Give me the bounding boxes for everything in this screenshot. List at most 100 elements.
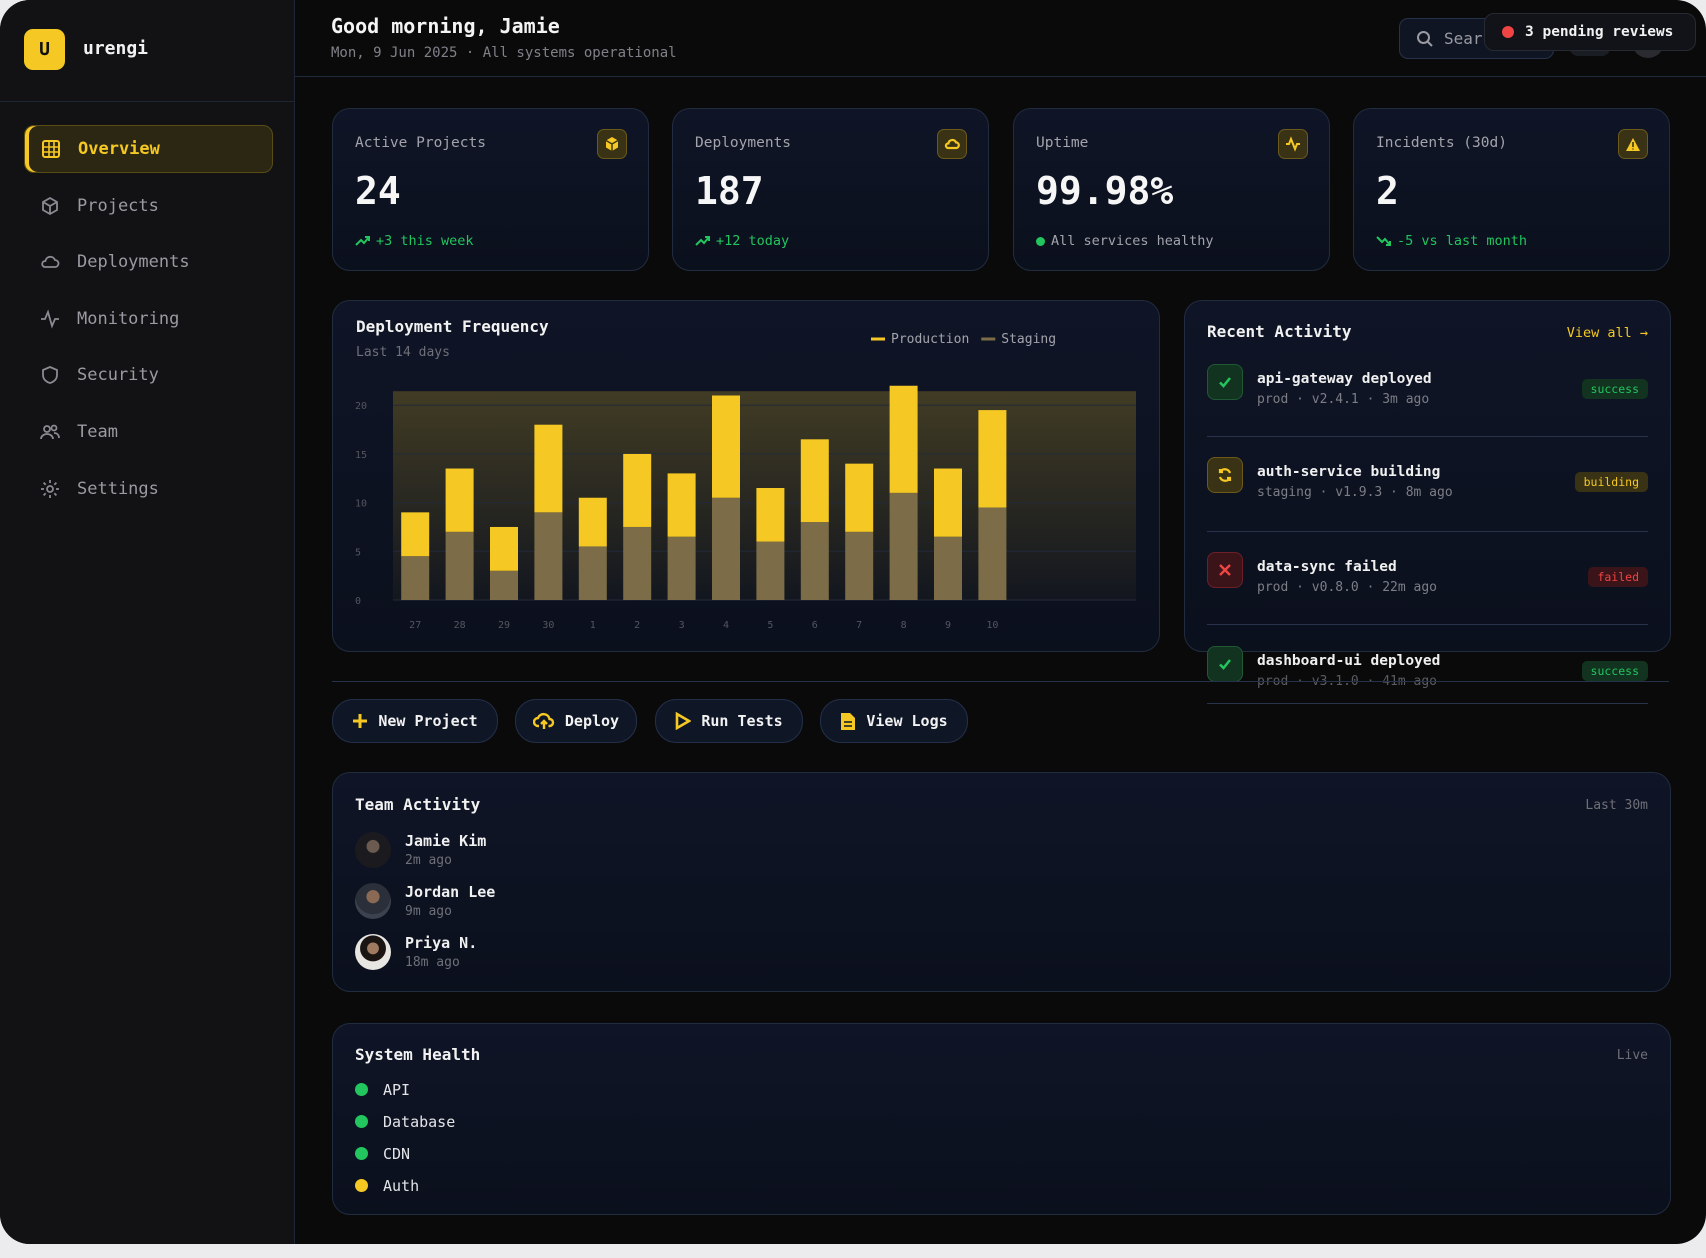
nav-label: Team xyxy=(77,422,118,442)
bar xyxy=(667,536,696,600)
status-dot xyxy=(355,1115,368,1128)
button-label: Run Tests xyxy=(701,712,783,730)
x-tick-label: 1 xyxy=(590,620,596,631)
stat-icon xyxy=(1618,129,1648,159)
stat-icon xyxy=(1278,129,1308,159)
bar xyxy=(845,463,874,532)
stat-card: Incidents (30d) 2 -5 vs last month xyxy=(1353,108,1670,271)
x-tick-label: 29 xyxy=(498,620,510,631)
bar xyxy=(978,410,1007,508)
service-name: API xyxy=(383,1081,411,1099)
member-time: 2m ago xyxy=(405,853,452,868)
stat-value: 187 xyxy=(695,169,764,213)
bar xyxy=(667,473,696,537)
notification-text: 3 pending reviews xyxy=(1525,24,1674,40)
bar xyxy=(756,488,785,542)
button-label: View Logs xyxy=(866,712,948,730)
status-icon xyxy=(1207,457,1243,493)
y-tick-label: 20 xyxy=(355,401,367,412)
nav-item[interactable]: Projects xyxy=(24,183,271,229)
bar xyxy=(800,439,829,523)
divider xyxy=(0,101,294,102)
action-button[interactable]: Deploy xyxy=(515,699,637,743)
chart-subtitle: Last 14 days xyxy=(356,345,450,360)
bar xyxy=(889,492,918,600)
x-tick-label: 27 xyxy=(409,620,421,631)
member-name: Jamie Kim xyxy=(405,832,487,850)
x-tick-label: 4 xyxy=(723,620,729,631)
avatar xyxy=(355,934,391,970)
divider xyxy=(1207,624,1648,625)
member-time: 9m ago xyxy=(405,904,452,919)
member-time: 18m ago xyxy=(405,955,460,970)
nav-item[interactable]: Settings xyxy=(24,466,271,512)
view-all-link[interactable]: View all → xyxy=(1566,325,1648,341)
stat-delta: +12 today xyxy=(695,233,789,249)
x-tick-label: 2 xyxy=(634,620,640,631)
bar xyxy=(490,526,518,571)
activity-meta: prod · v2.4.1 · 3m ago xyxy=(1257,392,1430,407)
bar xyxy=(756,541,785,600)
bar xyxy=(712,497,740,600)
card-title: Recent Activity xyxy=(1207,322,1352,341)
status-icon xyxy=(1207,552,1243,588)
greeting: Good morning, Jamie xyxy=(331,14,560,38)
bar xyxy=(712,395,740,498)
bar xyxy=(845,531,874,600)
y-tick-label: 0 xyxy=(355,596,361,607)
team-card: Team Activity Last 30m Jamie Kim 2m ago … xyxy=(332,772,1671,992)
stat-delta-text: +3 this week xyxy=(376,233,474,249)
stat-card: Active Projects 24 +3 this week xyxy=(332,108,649,271)
bar xyxy=(889,385,918,493)
nav-item[interactable]: Overview xyxy=(24,125,273,173)
stat-card: Uptime 99.98% All services healthy xyxy=(1013,108,1330,271)
nav-item[interactable]: Monitoring xyxy=(24,296,271,342)
x-tick-label: 3 xyxy=(679,620,685,631)
logo[interactable]: U xyxy=(24,29,65,70)
avatar xyxy=(355,832,391,868)
bar xyxy=(445,468,474,532)
bar xyxy=(401,512,430,557)
button-label: Deploy xyxy=(564,712,620,730)
action-button[interactable]: Run Tests xyxy=(655,699,803,743)
stat-delta-text: -5 vs last month xyxy=(1397,233,1528,249)
header-subtitle: Mon, 9 Jun 2025 · All systems operationa… xyxy=(331,45,677,61)
nav-item[interactable]: Security xyxy=(24,352,271,398)
health-card: System Health Live API Database CDN Auth xyxy=(332,1023,1671,1215)
status-pill: success xyxy=(1581,379,1648,399)
service-name: Database xyxy=(383,1113,456,1131)
status-icon xyxy=(1207,646,1243,682)
activity-title: api-gateway deployed xyxy=(1257,371,1432,387)
notification-badge[interactable]: 3 pending reviews xyxy=(1484,13,1696,51)
chart: Deployment Frequency Last 14 days 051015… xyxy=(355,317,1136,631)
activity-title: data-sync failed xyxy=(1257,559,1397,575)
action-button[interactable]: View Logs xyxy=(820,699,968,743)
bar xyxy=(401,556,430,600)
x-tick-label: 9 xyxy=(945,620,951,631)
avatar xyxy=(355,883,391,919)
stat-value: 24 xyxy=(355,169,401,213)
bar xyxy=(578,546,607,600)
action-button[interactable]: New Project xyxy=(332,699,498,743)
nav-label: Deployments xyxy=(77,252,190,272)
status-dot xyxy=(355,1147,368,1160)
status-dot xyxy=(355,1179,368,1192)
bar xyxy=(978,507,1007,600)
stat-label: Active Projects xyxy=(355,135,486,151)
nav-item[interactable]: Deployments xyxy=(24,239,271,285)
activity-title: dashboard-ui deployed xyxy=(1257,653,1441,669)
x-tick-label: 5 xyxy=(767,620,773,631)
stat-label: Incidents (30d) xyxy=(1376,135,1507,151)
nav-item[interactable]: Team xyxy=(24,409,271,455)
y-tick-label: 10 xyxy=(355,499,367,510)
status-dot xyxy=(1036,236,1045,246)
card-range: Last 30m xyxy=(1585,798,1648,813)
stat-delta-text: All services healthy xyxy=(1051,233,1214,249)
chart-title: Deployment Frequency xyxy=(356,317,549,336)
nav-label: Projects xyxy=(77,196,159,216)
member-name: Jordan Lee xyxy=(405,883,496,901)
stat-label: Uptime xyxy=(1036,135,1089,151)
